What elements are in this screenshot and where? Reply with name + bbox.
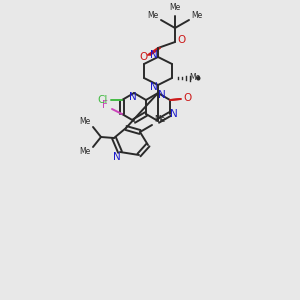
Text: N: N <box>170 109 178 119</box>
Text: N: N <box>158 90 166 100</box>
Text: O: O <box>139 52 147 62</box>
Text: Cl: Cl <box>98 95 108 105</box>
Text: Me: Me <box>191 11 203 20</box>
Text: Me: Me <box>154 116 166 124</box>
Text: N: N <box>150 82 158 92</box>
Text: O: O <box>183 93 191 103</box>
Text: N: N <box>150 50 158 60</box>
Text: N: N <box>129 92 137 102</box>
Text: Me: Me <box>80 146 91 155</box>
Text: ●: ● <box>196 76 200 80</box>
Text: Me: Me <box>147 11 159 20</box>
Text: F: F <box>102 100 108 110</box>
Text: Me: Me <box>169 4 181 13</box>
Text: Me: Me <box>189 73 201 82</box>
Text: Me: Me <box>80 116 91 125</box>
Text: O: O <box>178 35 186 45</box>
Text: N: N <box>113 152 121 162</box>
